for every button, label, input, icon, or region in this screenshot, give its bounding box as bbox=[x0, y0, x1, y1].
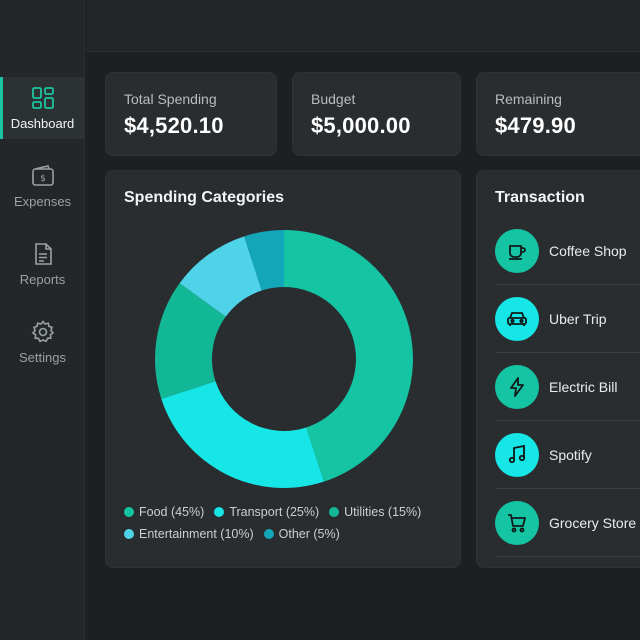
transaction-name: Uber Trip bbox=[549, 310, 607, 327]
card-title: Spending Categories bbox=[124, 189, 285, 206]
legend-label: Transport (25%) bbox=[229, 505, 320, 519]
legend-item-utilities: Utilities (15%) bbox=[329, 505, 421, 519]
car-icon bbox=[495, 296, 539, 341]
legend-item-food: Food (45%) bbox=[124, 505, 204, 519]
svg-text:$: $ bbox=[40, 174, 46, 184]
stat-label: Budget bbox=[311, 91, 356, 107]
transaction-item[interactable]: Electric Bill bbox=[495, 353, 640, 421]
transaction-name: Electric Bill bbox=[549, 378, 618, 395]
legend-dot bbox=[263, 529, 274, 539]
stat-label: Remaining bbox=[495, 91, 562, 107]
donut-slice-entertainment[interactable] bbox=[179, 236, 262, 317]
stat-value: $479.90 bbox=[495, 113, 576, 138]
sidebar-item-label: Dashboard bbox=[10, 116, 75, 131]
sidebar-item-reports[interactable]: Reports bbox=[0, 233, 85, 295]
coffee-cup-icon bbox=[495, 228, 539, 273]
sidebar-item-settings[interactable]: Settings bbox=[0, 311, 85, 373]
stat-label: Total Spending bbox=[124, 91, 217, 107]
wallet-icon: $ bbox=[31, 165, 54, 186]
transaction-item[interactable]: Grocery Store bbox=[495, 489, 640, 557]
transaction-name: Coffee Shop bbox=[549, 242, 627, 259]
transaction-name: Grocery Store bbox=[549, 514, 637, 531]
legend-item-entertainment: Entertainment (10%) bbox=[124, 527, 254, 541]
donut-slice-utilities[interactable] bbox=[155, 283, 226, 399]
chart-legend: Food (45%) Transport (25%) Utilities (15… bbox=[124, 505, 454, 549]
legend-item-transport: Transport (25%) bbox=[214, 505, 319, 519]
dashboard-icon bbox=[31, 87, 54, 109]
transaction-name: Spotify bbox=[549, 446, 592, 463]
document-icon bbox=[34, 243, 52, 265]
sidebar-item-dashboard[interactable]: Dashboard bbox=[0, 77, 85, 139]
sidebar: Dashboard $ Expenses Reports Settings bbox=[0, 0, 85, 640]
legend-label: Entertainment (10%) bbox=[139, 527, 254, 541]
stat-card-budget: Budget $5,000.00 bbox=[292, 72, 461, 156]
transaction-item[interactable]: Uber Trip bbox=[495, 285, 640, 353]
lightning-icon bbox=[495, 364, 539, 409]
donut-slice-transport[interactable] bbox=[161, 381, 324, 488]
sidebar-item-label: Settings bbox=[19, 350, 66, 365]
legend-label: Utilities (15%) bbox=[344, 505, 422, 519]
transactions-card: Transaction Coffee Shop Uber Trip Electr… bbox=[476, 170, 640, 568]
legend-label: Other (5%) bbox=[278, 527, 340, 541]
legend-dot bbox=[329, 507, 340, 517]
sidebar-item-expenses[interactable]: $ Expenses bbox=[0, 155, 85, 217]
stat-value: $4,520.10 bbox=[124, 113, 224, 138]
sidebar-item-label: Reports bbox=[19, 272, 66, 287]
top-bar bbox=[86, 0, 640, 52]
stat-value: $5,000.00 bbox=[311, 113, 411, 138]
legend-dot bbox=[214, 507, 225, 517]
donut-slice-food[interactable] bbox=[284, 230, 413, 482]
sidebar-item-label: Expenses bbox=[13, 194, 72, 209]
card-title: Transaction bbox=[495, 189, 585, 206]
transaction-item[interactable]: Spotify bbox=[495, 421, 640, 489]
stat-card-total-spending: Total Spending $4,520.10 bbox=[105, 72, 277, 156]
donut-chart bbox=[155, 230, 413, 488]
transaction-item[interactable]: Coffee Shop bbox=[495, 217, 640, 285]
stat-card-remaining: Remaining $479.90 bbox=[476, 72, 640, 156]
spending-categories-card: Spending Categories Food (45%) Transport… bbox=[105, 170, 461, 568]
transaction-list: Coffee Shop Uber Trip Electric Bill Spot… bbox=[495, 217, 640, 557]
donut-slice-other[interactable] bbox=[244, 230, 284, 291]
legend-item-other: Other (5%) bbox=[263, 527, 340, 541]
legend-dot bbox=[124, 507, 134, 517]
shopping-cart-icon bbox=[495, 500, 539, 545]
music-note-icon bbox=[495, 432, 539, 477]
gear-icon bbox=[31, 320, 54, 343]
legend-label: Food (45%) bbox=[139, 505, 205, 519]
legend-dot bbox=[124, 529, 134, 539]
